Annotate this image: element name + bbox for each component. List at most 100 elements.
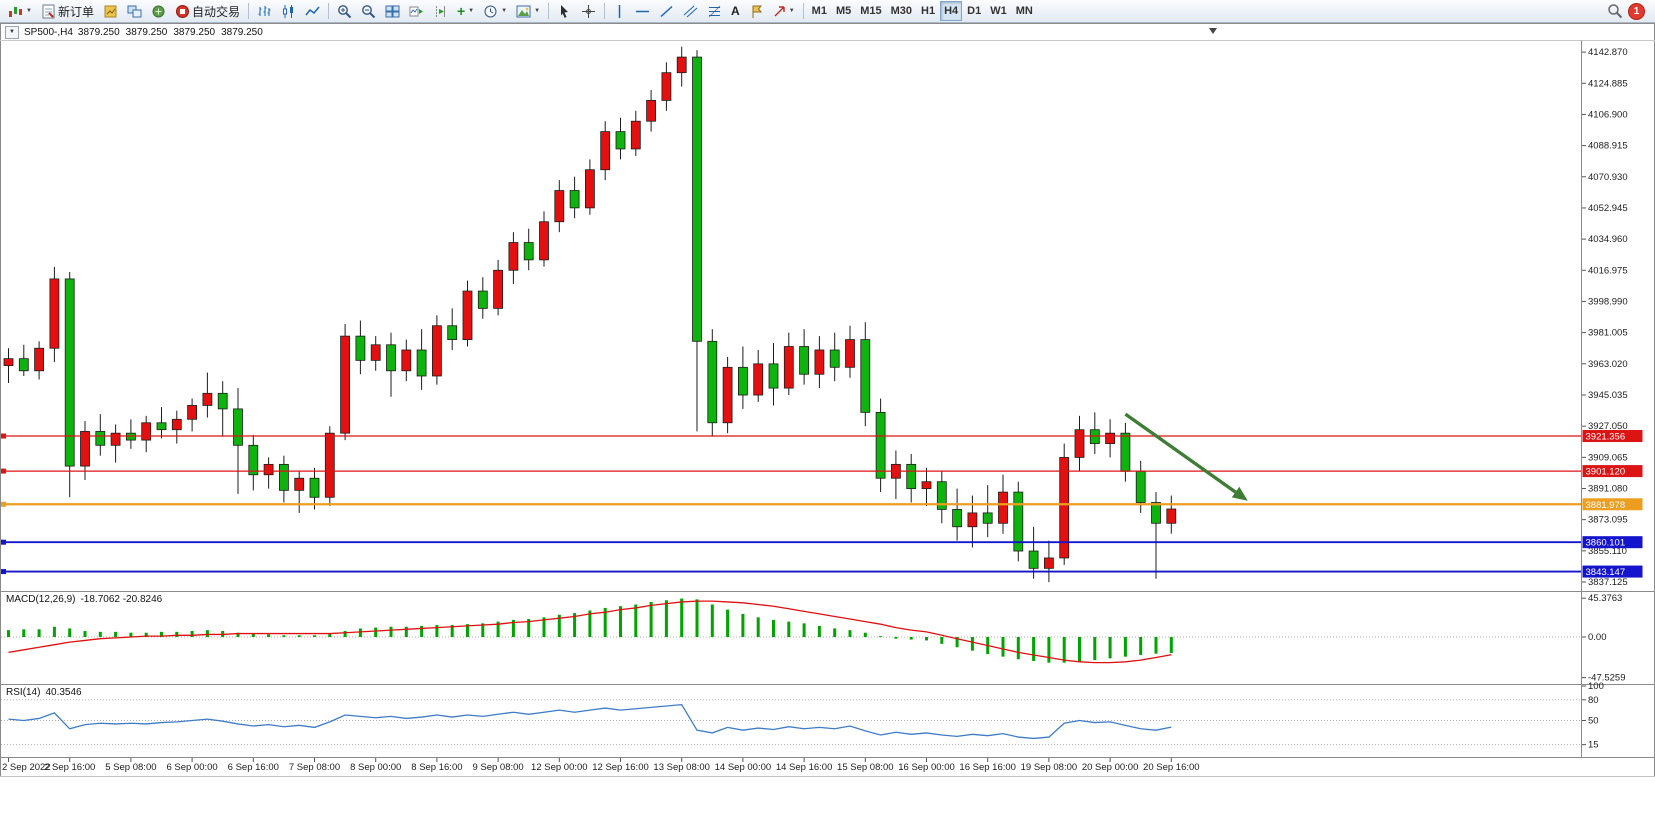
time-tick-label: 20 Sep 16:00 <box>1143 762 1200 773</box>
zoom-out-button[interactable] <box>357 1 380 21</box>
equidistant-channel-button[interactable] <box>679 1 702 21</box>
candle-body <box>18 358 29 372</box>
crosshair-button[interactable] <box>577 1 600 21</box>
horizontal-line-button[interactable] <box>631 1 654 21</box>
toolbar-separator <box>604 3 606 19</box>
macd-histogram-bar <box>817 625 821 637</box>
line-anchor-handle[interactable] <box>1 501 6 507</box>
chart-shift-button[interactable] <box>429 1 452 21</box>
line-anchor-handle[interactable] <box>1 539 6 545</box>
main-chart-plot[interactable] <box>1 41 1581 590</box>
price-tick-label: 3873.095 <box>1588 515 1628 526</box>
candle-body <box>447 325 458 340</box>
rsi-tick-label: 50 <box>1588 716 1599 727</box>
rsi-panel[interactable]: 100 80 50 15 <box>1 681 1604 751</box>
arrows-button[interactable]: ▼ <box>769 1 799 21</box>
symbol-menu-button[interactable]: ▼ <box>5 26 19 39</box>
new-order-button[interactable]: 新订单 <box>37 1 98 21</box>
toolbar-separator <box>247 3 249 19</box>
candlestick-chart-button[interactable] <box>277 1 300 21</box>
trend-arrow-annotation[interactable] <box>1124 412 1248 501</box>
data-window-button[interactable] <box>123 1 146 21</box>
periods-button[interactable]: ▼ <box>479 1 511 21</box>
candle-body <box>110 432 121 446</box>
vertical-line-button[interactable] <box>609 1 630 21</box>
rsi-indicator-label: RSI(14) 40.3546 <box>6 687 87 698</box>
price-tick-label: 4088.915 <box>1588 141 1628 152</box>
macd-histogram-bar <box>236 632 240 637</box>
search-button[interactable] <box>1603 1 1627 21</box>
macd-histogram-bar <box>1093 637 1097 661</box>
price-line-axis-label <box>1582 430 1643 443</box>
macd-signal-line <box>8 600 1172 664</box>
line-anchor-handle[interactable] <box>1 433 6 439</box>
price-axis[interactable]: 4142.870 4124.885 4106.900 4088.915 4070.930… <box>1582 47 1643 588</box>
candle-body <box>1028 550 1039 569</box>
price-tick-label: 4070.930 <box>1588 172 1628 183</box>
zoom-in-icon <box>338 4 352 18</box>
macd-histogram-bar <box>802 623 806 637</box>
macd-histogram-bar <box>160 631 163 637</box>
macd-histogram-bar <box>634 604 638 637</box>
auto-scroll-button[interactable] <box>405 1 428 21</box>
line-anchor-handle[interactable] <box>1 569 6 575</box>
candle-body <box>814 349 825 375</box>
line-anchor-handle[interactable] <box>1 468 6 474</box>
chart-canvas[interactable]: 4142.870 4124.885 4106.900 4088.915 4070.930… <box>0 23 1655 822</box>
notification-badge[interactable]: 1 <box>1628 2 1645 20</box>
templates-button[interactable]: ▼ <box>512 1 544 21</box>
macd-histogram-bar <box>1108 637 1112 659</box>
candle-body <box>676 56 687 74</box>
bar-chart-button[interactable] <box>253 1 276 21</box>
text-button[interactable]: A <box>727 1 744 21</box>
macd-histogram-bar <box>22 629 26 637</box>
timeframe-button-m30[interactable]: M30 <box>887 1 916 21</box>
time-tick-label: 16 Sep 16:00 <box>959 762 1016 773</box>
candle-body <box>477 290 488 309</box>
macd-histogram-bar <box>68 628 72 637</box>
candle-body <box>431 325 442 377</box>
rsi-line <box>8 703 1172 740</box>
macd-histogram-bar <box>970 637 974 651</box>
chevron-down-icon: ▼ <box>788 8 795 14</box>
time-tick-label: 12 Sep 16:00 <box>592 762 649 773</box>
fibonacci-button[interactable] <box>703 1 726 21</box>
macd-histogram-bar <box>787 621 791 637</box>
candle-body <box>171 418 182 431</box>
macd-histogram-bar <box>542 617 546 637</box>
trendline-button[interactable] <box>655 1 678 21</box>
candle-body <box>64 278 75 467</box>
macd-histogram-bar <box>37 629 41 637</box>
market-watch-button[interactable] <box>99 1 122 21</box>
new-chart-icon <box>9 7 22 17</box>
timeframe-button-d1[interactable]: D1 <box>963 1 985 21</box>
timeframe-button-mn[interactable]: MN <box>1012 1 1037 21</box>
timeframe-button-m5[interactable]: M5 <box>832 1 855 21</box>
data-window-icon <box>127 5 142 17</box>
tile-windows-button[interactable] <box>381 1 404 21</box>
navigator-button[interactable] <box>147 1 170 21</box>
new-chart-button[interactable]: ▼ <box>4 1 36 21</box>
chevron-down-icon: ▼ <box>26 8 32 14</box>
rsi-value: 40.3546 <box>45 687 82 698</box>
auto-trading-button[interactable]: 自动交易 <box>171 1 244 21</box>
timeframe-button-h1[interactable]: H1 <box>917 1 939 21</box>
candle-body <box>1105 432 1115 444</box>
timeframe-button-m1[interactable]: M1 <box>808 1 831 21</box>
zoom-in-button[interactable] <box>333 1 356 21</box>
candle-body <box>386 344 396 372</box>
vertical-line-icon <box>618 4 621 18</box>
chart-shift-marker[interactable] <box>1209 28 1217 34</box>
indicators-button[interactable]: + ▼ <box>453 1 478 21</box>
timeframe-button-h4[interactable]: H4 <box>940 1 963 21</box>
timeframe-button-w1[interactable]: W1 <box>986 1 1011 21</box>
line-chart-button[interactable] <box>301 1 324 21</box>
cursor-button[interactable] <box>553 1 576 21</box>
price-tick-label: 4016.975 <box>1588 265 1628 276</box>
macd-histogram-bar <box>619 606 622 637</box>
text-label-button[interactable] <box>745 1 768 21</box>
macd-panel[interactable]: 45.3763 0.00 -47.5259 <box>1 593 1626 684</box>
timeframe-button-m15[interactable]: M15 <box>856 1 885 21</box>
